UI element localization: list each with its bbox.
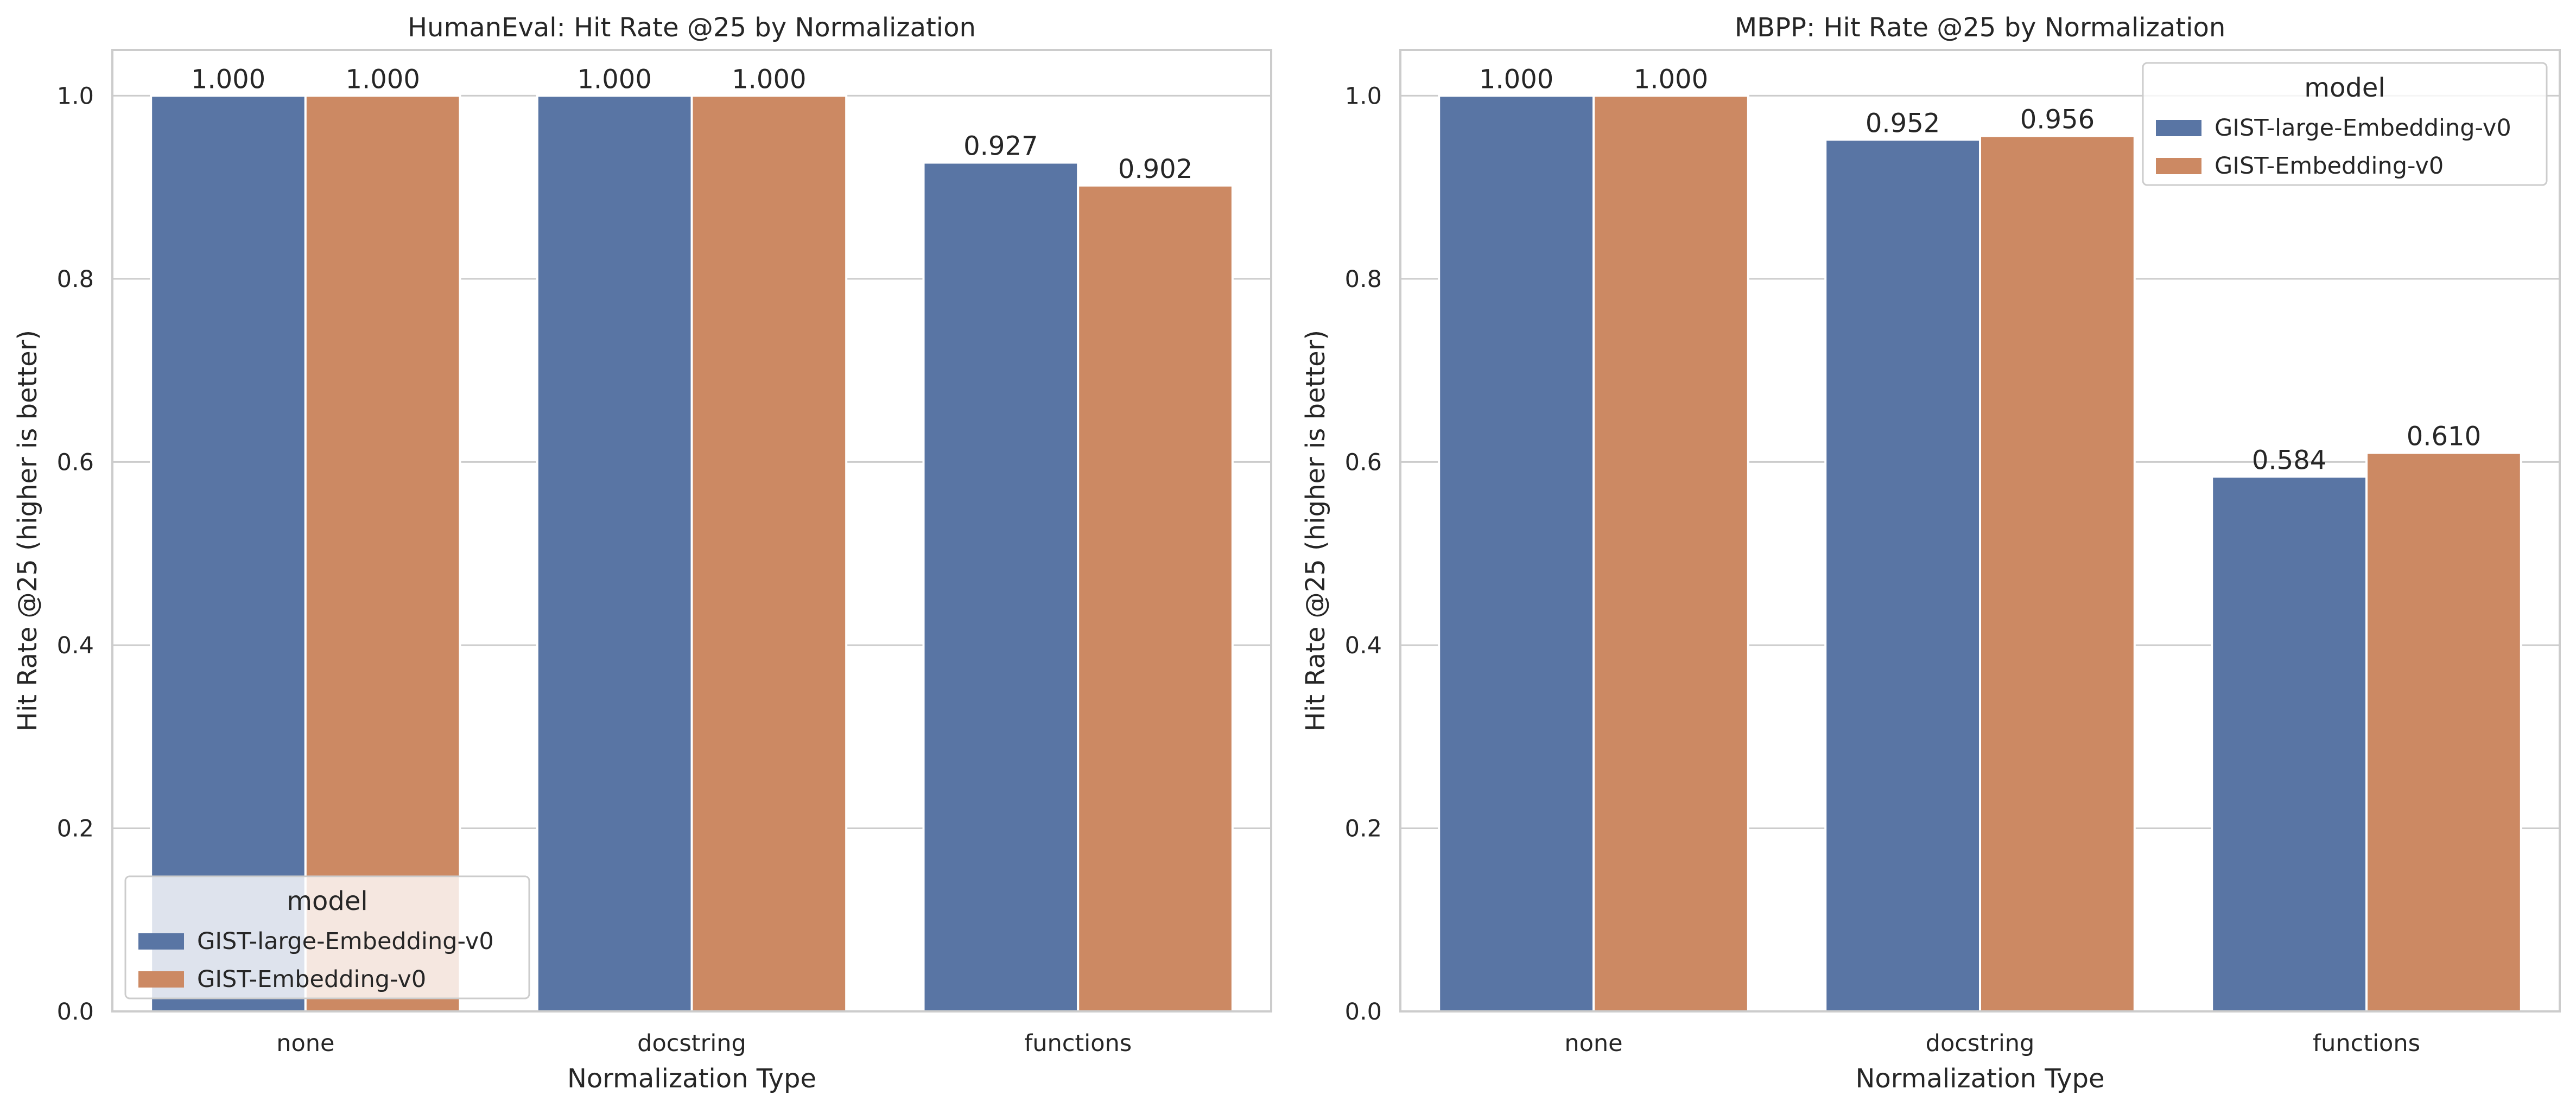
humaneval-plot-frame bbox=[111, 49, 1272, 1013]
humaneval-bar-label-gist-large-embedding-v0-docstring: 1.000 bbox=[577, 64, 651, 94]
mbpp-bar-gist-large-embedding-v0-docstring bbox=[1824, 138, 1981, 1013]
humaneval-bars bbox=[150, 94, 1234, 1013]
mbpp-legend-box bbox=[2142, 62, 2548, 186]
humaneval-legend-swatch-gist bbox=[138, 971, 184, 988]
mbpp-bar-gist-large-embedding-v0-none bbox=[1438, 94, 1595, 1013]
humaneval-bar-gist-large-embedding-v0-none bbox=[150, 94, 307, 1013]
mbpp-bar-gist-large-embedding-v0-functions bbox=[2211, 475, 2368, 1013]
mbpp-bar-gist-embedding-v0-none bbox=[1592, 94, 1749, 1013]
humaneval-y-tick-label: 0.0 bbox=[57, 998, 94, 1026]
mbpp-y-ticks: 0.0 0.2 0.4 0.6 0.8 1.0 bbox=[1345, 82, 1382, 1026]
humaneval-bar-gist-embedding-v0-functions bbox=[1077, 184, 1234, 1013]
humaneval-x-axis-label: Normalization Type bbox=[567, 1064, 816, 1094]
mbpp-legend: model GIST-large-Embedding-v0 GIST-Embed… bbox=[2142, 62, 2548, 186]
humaneval-x-tick-label-none: none bbox=[276, 1030, 334, 1057]
mbpp-bar-label-gist-large-embedding-v0-docstring: 0.952 bbox=[1866, 108, 1940, 138]
mbpp-bars bbox=[1438, 94, 2522, 1013]
mbpp-x-tick-label-functions: functions bbox=[2313, 1030, 2420, 1057]
mbpp-y-tick-label: 0.6 bbox=[1345, 449, 1382, 476]
humaneval-bar-gist-embedding-v0-none bbox=[304, 94, 461, 1013]
mbpp-chart-panel: 1.000 0.952 0.584 1.000 0.956 0.610 0.0 0.2 0.4… bbox=[1300, 12, 2561, 1094]
mbpp-y-tick-label: 0.0 bbox=[1345, 998, 1382, 1026]
mbpp-bar-gist-embedding-v0-functions bbox=[2365, 451, 2522, 1013]
mbpp-bar-label-gist-embedding-v0-functions: 0.610 bbox=[2407, 422, 2481, 452]
humaneval-legend-swatch-gist-large bbox=[138, 933, 184, 950]
humaneval-bar-label-gist-embedding-v0-functions: 0.902 bbox=[1118, 154, 1192, 184]
mbpp-y-axis-label: Hit Rate @25 (higher is better) bbox=[1300, 330, 1331, 731]
mbpp-legend-swatch-gist bbox=[2156, 158, 2201, 174]
mbpp-x-axis-label: Normalization Type bbox=[1855, 1064, 2104, 1094]
mbpp-legend-label-gist: GIST-Embedding-v0 bbox=[2215, 152, 2444, 180]
mbpp-legend-title: model bbox=[2304, 73, 2385, 103]
humaneval-y-tick-label: 0.4 bbox=[57, 632, 94, 659]
mbpp-legend-swatch-gist-large bbox=[2156, 120, 2201, 136]
mbpp-y-tick-label: 0.4 bbox=[1345, 632, 1382, 659]
humaneval-legend-label-gist-large: GIST-large-Embedding-v0 bbox=[197, 928, 494, 955]
mbpp-plot-frame bbox=[1399, 49, 2561, 1013]
mbpp-legend-label-gist-large: GIST-large-Embedding-v0 bbox=[2215, 114, 2511, 142]
humaneval-bar-gist-embedding-v0-docstring bbox=[690, 94, 848, 1013]
mbpp-bar-label-gist-large-embedding-v0-none: 1.000 bbox=[1479, 64, 1553, 94]
humaneval-x-tick-label-docstring: docstring bbox=[637, 1030, 746, 1057]
humaneval-y-tick-label: 0.8 bbox=[57, 266, 94, 293]
mbpp-x-tick-label-docstring: docstring bbox=[1926, 1030, 2035, 1057]
humaneval-y-ticks: 0.0 0.2 0.4 0.6 0.8 1.0 bbox=[57, 82, 94, 1026]
humaneval-x-ticks: none docstring functions bbox=[276, 1030, 1132, 1057]
mbpp-bar-label-gist-embedding-v0-none: 1.000 bbox=[1634, 64, 1708, 94]
mbpp-bar-label-gist-large-embedding-v0-functions: 0.584 bbox=[2252, 445, 2326, 475]
humaneval-bar-label-gist-embedding-v0-none: 1.000 bbox=[345, 64, 420, 94]
humaneval-y-axis-label: Hit Rate @25 (higher is better) bbox=[12, 330, 43, 731]
mbpp-y-tick-label: 0.8 bbox=[1345, 266, 1382, 293]
humaneval-bar-gist-large-embedding-v0-docstring bbox=[536, 94, 693, 1013]
humaneval-legend-box bbox=[124, 875, 530, 999]
humaneval-chart-panel: 1.000 1.000 0.927 1.000 1.000 0.902 0.0 0.2 0.4… bbox=[12, 12, 1272, 1094]
mbpp-y-tick-label: 1.0 bbox=[1345, 82, 1382, 110]
humaneval-bar-labels: 1.000 1.000 0.927 1.000 1.000 0.902 bbox=[191, 64, 1192, 184]
humaneval-legend: model GIST-large-Embedding-v0 GIST-Embed… bbox=[124, 875, 530, 999]
humaneval-y-tick-label: 0.2 bbox=[57, 815, 94, 842]
humaneval-bar-gist-large-embedding-v0-functions bbox=[922, 161, 1080, 1013]
humaneval-bar-label-gist-large-embedding-v0-functions: 0.927 bbox=[963, 131, 1038, 162]
mbpp-bar-label-gist-embedding-v0-docstring: 0.956 bbox=[2020, 105, 2095, 135]
mbpp-bar-labels: 1.000 0.952 0.584 1.000 0.956 0.610 bbox=[1479, 64, 2481, 475]
humaneval-chart-title: HumanEval: Hit Rate @25 by Normalization bbox=[408, 12, 976, 43]
mbpp-bar-gist-embedding-v0-docstring bbox=[1979, 135, 2136, 1013]
humaneval-legend-title: model bbox=[287, 886, 367, 916]
humaneval-bar-label-gist-embedding-v0-docstring: 1.000 bbox=[732, 64, 806, 94]
mbpp-y-tick-label: 0.2 bbox=[1345, 815, 1382, 842]
humaneval-y-tick-label: 1.0 bbox=[57, 82, 94, 110]
humaneval-x-tick-label-functions: functions bbox=[1024, 1030, 1132, 1057]
mbpp-x-tick-label-none: none bbox=[1564, 1030, 1622, 1057]
mbpp-x-ticks: none docstring functions bbox=[1564, 1030, 2420, 1057]
humaneval-y-tick-label: 0.6 bbox=[57, 449, 94, 476]
humaneval-bar-label-gist-large-embedding-v0-none: 1.000 bbox=[191, 64, 265, 94]
mbpp-chart-title: MBPP: Hit Rate @25 by Normalization bbox=[1735, 12, 2226, 43]
humaneval-legend-label-gist: GIST-Embedding-v0 bbox=[197, 966, 426, 993]
